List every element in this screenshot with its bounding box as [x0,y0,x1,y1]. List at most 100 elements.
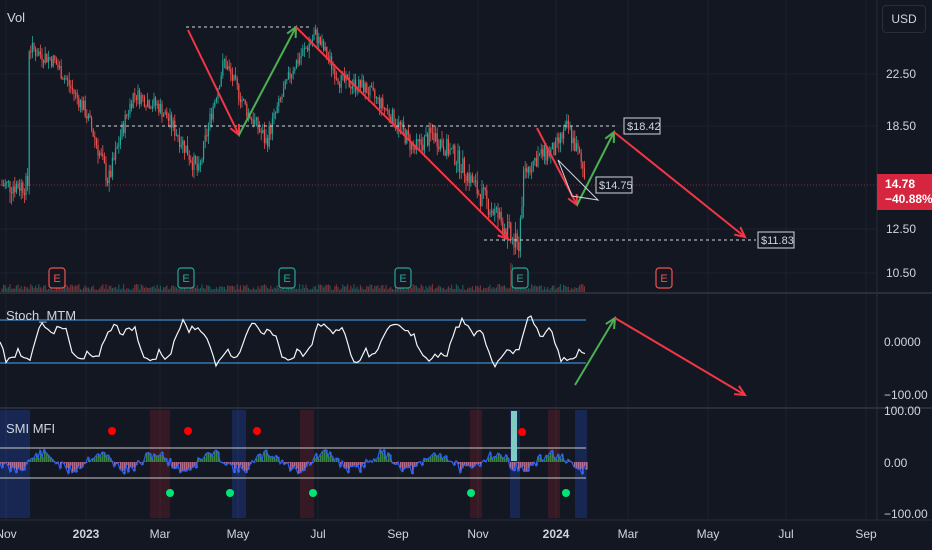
trend-drawings[interactable] [96,24,756,397]
candle-body [420,139,422,145]
volume-bar [497,284,499,292]
volume-bar [359,285,361,292]
smi-histogram-bar [426,459,428,462]
earnings-marker [278,267,296,289]
candle-body [499,211,501,218]
volume-bar [531,284,533,292]
volume-bar [36,287,38,292]
time-axis-tick: Mar [150,527,171,541]
smi-histogram-bar [314,457,316,462]
volume-bar [375,286,377,292]
volume-bar [84,285,86,292]
candle-body [267,137,269,147]
price-candles [1,24,585,259]
candle-body [100,152,102,155]
candle-body [265,137,267,143]
candle-body [70,85,72,88]
candle-body [468,173,470,184]
smi-histogram-bar [294,462,296,467]
candle-body [302,49,304,56]
volume-bar [41,288,43,292]
smi-spike [511,411,517,461]
smi-histogram-bar [98,453,100,462]
smi-histogram-bar [330,452,332,462]
candle-body [211,113,213,120]
smi-histogram-bar [32,458,34,462]
candle-body [183,140,185,153]
volume-bar [396,285,398,292]
earnings-marker-label: E [660,273,667,285]
smi-histogram-bar [262,460,264,462]
candle-body [518,242,520,252]
volume-bar [543,286,545,292]
volume-bar [446,288,448,292]
candle-body [68,79,70,86]
candle-body [527,167,529,173]
volume-bar [569,289,571,292]
smi-histogram-bar [154,453,156,462]
smi-histogram-bar [492,458,494,462]
candle-body [547,150,549,161]
candle-body [230,68,232,75]
volume-bar [409,284,411,292]
smi-histogram-bar [388,452,390,462]
smi-histogram-bar [336,458,338,462]
volume-bar [350,285,352,292]
smi-histogram-bar [296,462,298,469]
candle-body [289,72,291,79]
candle-body [463,158,465,176]
smi-histogram-bar [474,462,476,467]
candle-body [343,73,345,82]
candle-body [364,83,366,93]
candle-body [142,95,144,97]
volume-bar [313,286,315,292]
volume-bar [163,287,165,292]
volume-bar [419,288,421,292]
axes: 22.50 18.50 12.50 10.50 Nov 2023 Mar May Jul Sep N… [0,67,928,541]
volume-bar [436,287,438,292]
volume-bar [139,289,141,292]
volume-bar [148,288,150,292]
candle-body [422,144,424,151]
candle-body [559,133,561,144]
candle-body [369,86,371,96]
volume-bar [311,288,313,292]
smi-histogram-bar [246,462,248,473]
currency-button[interactable]: USD [882,5,926,33]
volume-bar [262,285,264,292]
candle-body [263,130,265,143]
volume-bar [455,284,457,292]
volume-bar [22,289,24,292]
arrow-up-1 [238,26,297,136]
volume-bar [124,289,126,292]
volume-bar [563,284,565,292]
volume-bar [372,288,374,292]
smi-signal-dot [108,427,116,435]
volume-bar [30,284,32,292]
candle-body [335,78,337,80]
volume-bar [583,286,585,292]
candle-body [417,139,419,142]
smi-histogram-bar [316,453,318,462]
smi-axis-tick: 0.00 [884,456,908,470]
candle-body [119,137,121,145]
candle-body [540,149,542,154]
candle-body [361,80,363,88]
candle-body [107,180,109,184]
volume-bar [473,289,475,292]
volume-bar [39,287,41,292]
volume-bar [19,288,21,292]
volume-bar [119,289,121,292]
smi-histogram-bar [100,456,102,462]
candle-body [163,114,165,117]
candle-body [279,98,281,100]
time-axis-tick: Jul [310,527,325,541]
volume-bar [454,288,456,292]
volume-bar [364,289,366,292]
volume-bar [23,286,25,292]
volume-bar [249,288,251,292]
smi-histogram-bar [586,462,588,470]
price-labels: $18.42 $14.75 $11.83 [595,117,795,249]
